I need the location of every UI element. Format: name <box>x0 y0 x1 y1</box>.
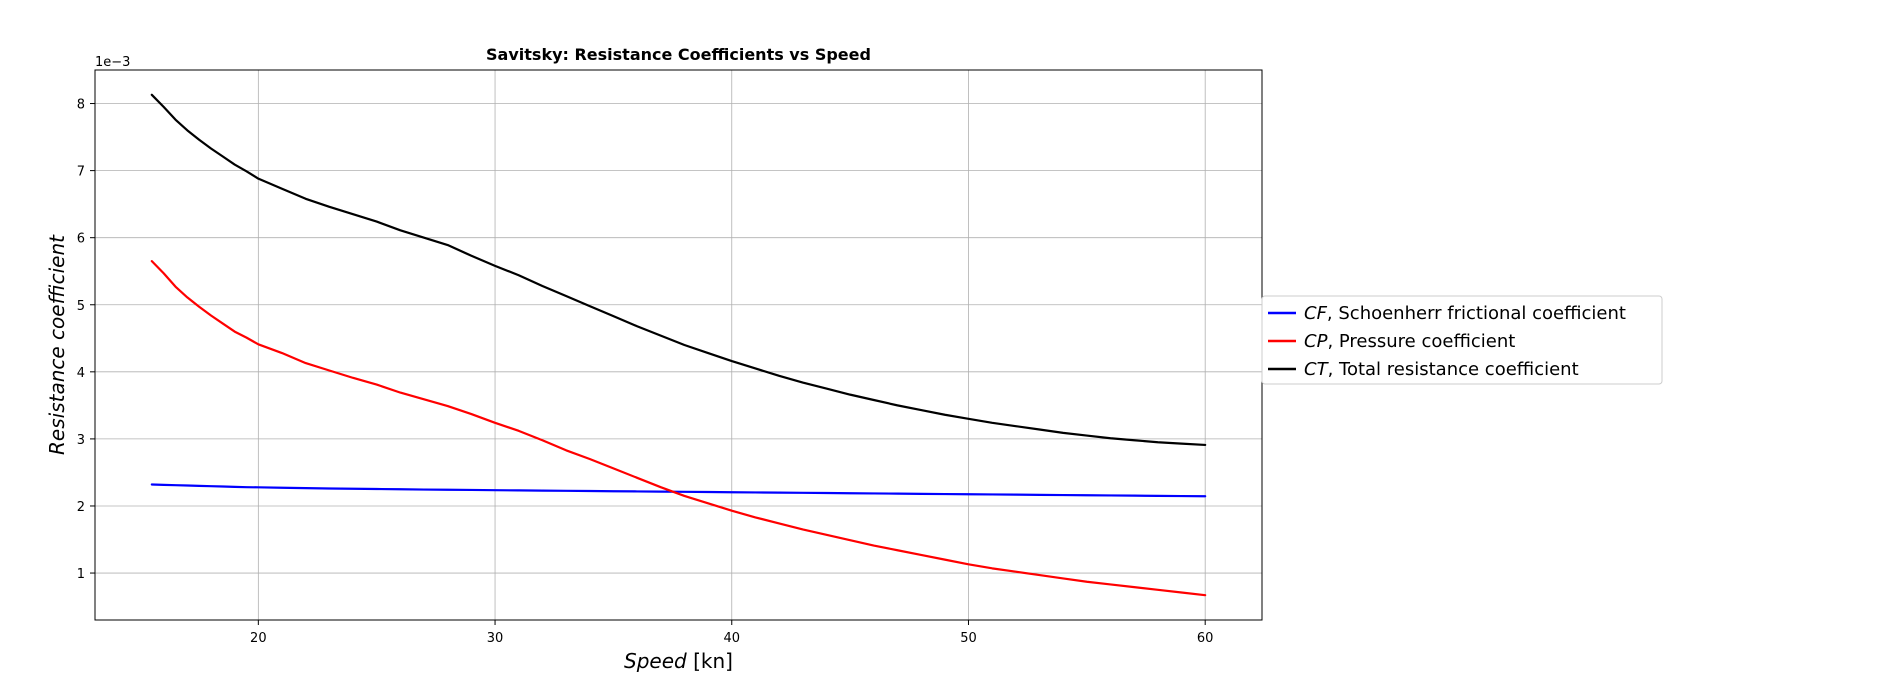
ticks: 20 30 40 50 60 1 2 3 4 5 6 7 8 <box>77 98 1214 646</box>
x-axis-label: Speed [kn] <box>624 649 733 673</box>
series-line-cp <box>150 260 1207 597</box>
legend-box <box>1261 295 1663 385</box>
x-tick-label: 30 <box>487 631 504 646</box>
y-tick-label: 7 <box>77 165 85 180</box>
legend: CF, Schoenherr frictional coefficient CP,… <box>1261 295 1663 385</box>
y-tick-label: 3 <box>77 433 85 448</box>
x-axis-label-unit: [kn] <box>687 649 733 673</box>
legend-item: CT, Total resistance coefficient <box>1268 359 1579 380</box>
plot-frame <box>94 69 1263 621</box>
y-tick-label: 6 <box>77 232 85 247</box>
y-axis-label: Resistance coefficient <box>45 234 69 455</box>
x-axis-label-quantity: Speed <box>624 649 687 673</box>
x-tick-label: 60 <box>1197 631 1214 646</box>
series-lines <box>150 93 1207 597</box>
y-tick-label: 2 <box>77 500 85 515</box>
legend-label: CP, Pressure coefficient <box>1304 331 1515 352</box>
series-line-cf <box>150 483 1207 498</box>
x-tick-label: 40 <box>723 631 740 646</box>
y-tick-label: 4 <box>77 366 85 381</box>
x-tick-label: 20 <box>250 631 267 646</box>
x-tick-label: 50 <box>960 631 977 646</box>
series-line-ct <box>150 93 1207 447</box>
y-tick-label: 8 <box>77 98 85 113</box>
y-offset-text: 1e−3 <box>95 55 130 70</box>
legend-label: CT, Total resistance coefficient <box>1304 359 1579 380</box>
grid <box>95 70 1262 620</box>
legend-item: CP, Pressure coefficient <box>1268 331 1515 352</box>
chart-title: Savitsky: Resistance Coefficients vs Spe… <box>486 45 871 64</box>
legend-item: CF, Schoenherr frictional coefficient <box>1268 303 1626 324</box>
legend-label: CF, Schoenherr frictional coefficient <box>1304 303 1626 324</box>
y-tick-label: 1 <box>77 567 85 582</box>
y-tick-label: 5 <box>77 299 85 314</box>
